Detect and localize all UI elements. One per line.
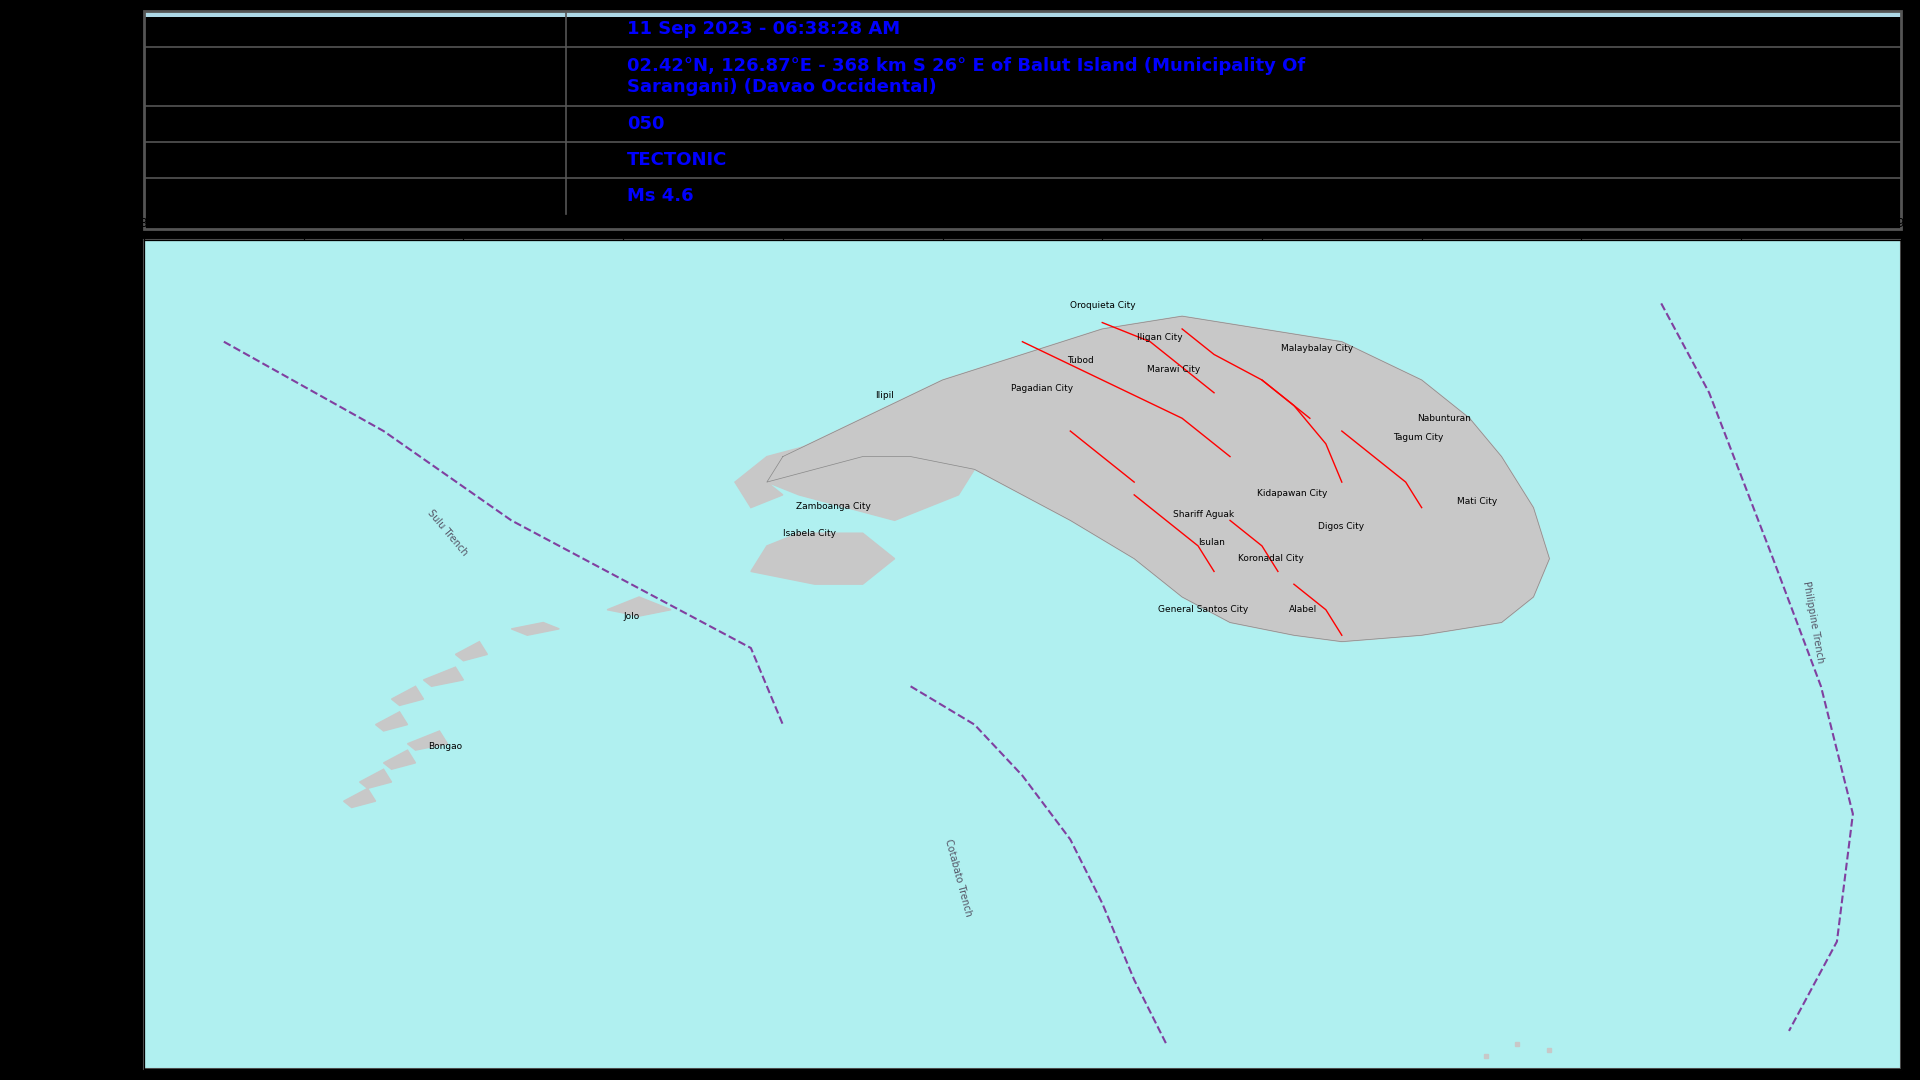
Text: Koronadal City: Koronadal City bbox=[1238, 554, 1304, 563]
Polygon shape bbox=[766, 316, 1549, 642]
Text: Oroquieta City: Oroquieta City bbox=[1069, 301, 1137, 310]
Text: Marawi City: Marawi City bbox=[1146, 365, 1200, 375]
Polygon shape bbox=[511, 622, 559, 635]
Text: :: : bbox=[588, 67, 595, 85]
Text: Pagadian City: Pagadian City bbox=[1012, 384, 1073, 393]
Text: Malaybalay City: Malaybalay City bbox=[1281, 343, 1354, 352]
Text: Cotabato Trench: Cotabato Trench bbox=[943, 838, 973, 918]
Text: Bongao: Bongao bbox=[428, 742, 463, 751]
Text: Nabunturan: Nabunturan bbox=[1417, 414, 1471, 422]
Text: Shariff Aguak: Shariff Aguak bbox=[1173, 510, 1235, 518]
Polygon shape bbox=[607, 597, 670, 616]
Text: Magnitude: Magnitude bbox=[161, 187, 269, 205]
Text: Alabel: Alabel bbox=[1288, 605, 1317, 615]
Text: Isulan: Isulan bbox=[1198, 538, 1225, 546]
Text: :: : bbox=[588, 151, 595, 168]
Text: 02.42°N, 126.87°E - 368 km S 26° E of Balut Island (Municipality Of
Sarangani) (: 02.42°N, 126.87°E - 368 km S 26° E of Ba… bbox=[628, 57, 1306, 96]
Text: Zamboanga City: Zamboanga City bbox=[795, 502, 870, 511]
Text: Philippine Trench: Philippine Trench bbox=[1801, 581, 1826, 664]
Text: Location: Location bbox=[161, 67, 248, 85]
Text: Tubod: Tubod bbox=[1068, 356, 1094, 365]
Polygon shape bbox=[455, 642, 488, 661]
Text: 11 Sep 2023 - 06:38:28 AM: 11 Sep 2023 - 06:38:28 AM bbox=[628, 19, 900, 38]
Polygon shape bbox=[384, 751, 415, 769]
Text: Depth of Focus (Km): Depth of Focus (Km) bbox=[161, 114, 369, 133]
FancyBboxPatch shape bbox=[144, 9, 1901, 17]
Polygon shape bbox=[424, 667, 463, 686]
Polygon shape bbox=[392, 686, 424, 705]
Text: Mati City: Mati City bbox=[1457, 497, 1498, 505]
Polygon shape bbox=[359, 769, 392, 788]
Text: :: : bbox=[588, 19, 595, 38]
Text: General Santos City: General Santos City bbox=[1158, 605, 1248, 615]
Text: Date/Time: Date/Time bbox=[161, 19, 265, 38]
Polygon shape bbox=[407, 731, 447, 751]
Text: Jolo: Jolo bbox=[624, 611, 639, 621]
Text: :: : bbox=[588, 187, 595, 205]
Text: Origin: Origin bbox=[161, 151, 223, 168]
Text: 050: 050 bbox=[628, 114, 664, 133]
Text: Sulu Trench: Sulu Trench bbox=[426, 509, 470, 558]
Text: Isabela City: Isabela City bbox=[783, 528, 835, 538]
Text: Digos City: Digos City bbox=[1317, 523, 1363, 531]
Text: Ilipil: Ilipil bbox=[876, 391, 895, 400]
Text: TECTONIC: TECTONIC bbox=[628, 151, 728, 168]
Polygon shape bbox=[376, 712, 407, 731]
Polygon shape bbox=[751, 534, 895, 584]
Text: Kidapawan City: Kidapawan City bbox=[1258, 489, 1327, 498]
Text: Ms 4.6: Ms 4.6 bbox=[628, 187, 693, 205]
Polygon shape bbox=[735, 418, 975, 521]
Text: :: : bbox=[588, 114, 595, 133]
Text: Iligan City: Iligan City bbox=[1137, 334, 1183, 342]
Text: Tagum City: Tagum City bbox=[1392, 433, 1444, 442]
Polygon shape bbox=[344, 788, 376, 808]
